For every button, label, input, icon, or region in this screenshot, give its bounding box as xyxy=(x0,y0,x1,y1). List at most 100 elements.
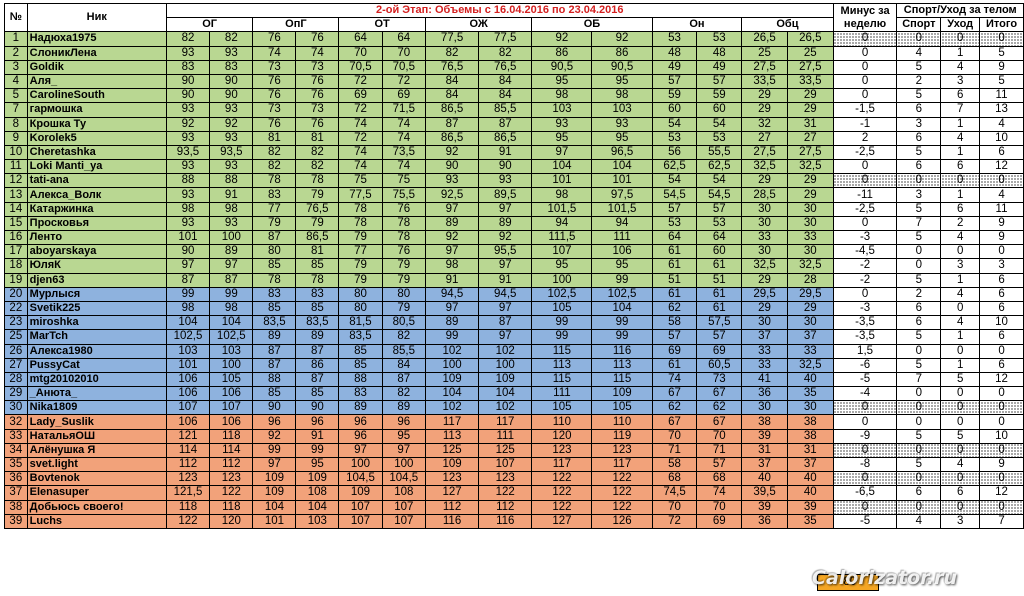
measurement-cell: 39,5 xyxy=(741,485,788,501)
measurement-cell: 81 xyxy=(295,130,340,146)
measurement-cell: 69 xyxy=(381,88,426,104)
measurement-cell: 98 xyxy=(165,201,211,217)
measurement-cell: 102,5 xyxy=(209,329,254,345)
measurement-cell: 117 xyxy=(424,414,480,430)
measurement-cell: 120 xyxy=(531,428,593,444)
measurement-cell: 67 xyxy=(696,386,743,402)
measurement-cell: 101 xyxy=(531,173,593,189)
sport-cell: 0 xyxy=(896,442,942,459)
measurement-cell: 74 xyxy=(338,144,383,161)
measurement-cell: 70 xyxy=(381,45,426,61)
measurement-cell: 57,5 xyxy=(696,315,743,331)
table-row: 16 Ленто 101 100 87 86,5 79 78 92 92 111,5 111 64 64 3… xyxy=(4,229,1024,246)
measurement-cell: 109 xyxy=(252,471,297,487)
measurement-cell: 95 xyxy=(591,73,653,90)
measurement-cell: 99 xyxy=(165,286,211,302)
measurement-cell: 70,5 xyxy=(381,59,426,75)
measurement-cell: 82 xyxy=(252,144,297,161)
table-row: 7 гармошка 93 93 73 73 72 71,5 86,5 85,5 103 103 60 6… xyxy=(4,102,1024,118)
measurement-cell: 32 xyxy=(741,116,788,132)
results-table: № Ник 2-ой Этап: Объемы с 16.04.2016 по … xyxy=(4,2,1024,529)
measurement-cell: 73 xyxy=(295,102,340,118)
care-cell: 0 xyxy=(940,244,981,260)
measurement-cell: 91 xyxy=(424,272,480,288)
measurement-cell: 90 xyxy=(209,88,254,104)
measurement-cell: 118 xyxy=(165,499,211,515)
measurement-cell: 57 xyxy=(696,329,743,345)
measurement-cell: 35 xyxy=(786,386,834,402)
measurement-cell: 76 xyxy=(252,88,297,104)
total-cell: 3 xyxy=(979,258,1024,274)
measurement-cell: 61 xyxy=(651,286,698,302)
minus-cell: 0 xyxy=(832,471,898,487)
measurement-cell: 87 xyxy=(478,116,533,132)
measurement-cell: 86 xyxy=(531,45,593,61)
measurement-cell: 109 xyxy=(295,471,340,487)
measurement-cell: 78 xyxy=(252,173,297,189)
measurement-cell: 82 xyxy=(295,159,340,175)
measurement-cell: 92,5 xyxy=(424,187,480,203)
row-nick: _Анюта_ xyxy=(26,386,167,402)
measurement-cell: 71 xyxy=(651,442,698,459)
table-row: 11 Loki Manti_ya 93 93 82 82 74 74 90 90 104 104 62,… xyxy=(4,159,1024,175)
measurement-cell: 87 xyxy=(252,343,297,359)
measurement-cell: 93,5 xyxy=(209,144,254,161)
measurement-cell: 72 xyxy=(381,73,426,90)
minus-cell: 0 xyxy=(832,31,898,47)
measurement-cell: 69 xyxy=(696,343,743,359)
measurement-cell: 29,5 xyxy=(786,286,834,302)
measurement-cell: 33 xyxy=(741,229,788,246)
table-row: 9 Korolek5 93 93 81 81 72 74 86,5 86,5 95 95 53 53 27 2… xyxy=(4,130,1024,146)
row-number: 33 xyxy=(4,428,28,444)
measurement-cell: 26,5 xyxy=(786,31,834,47)
row-number: 25 xyxy=(4,329,28,345)
measurement-cell: 87 xyxy=(252,229,297,246)
sport-cell: 5 xyxy=(896,357,942,373)
measurement-cell: 127 xyxy=(424,485,480,501)
measurement-cell: 25 xyxy=(786,45,834,61)
measurement-cell: 99 xyxy=(424,329,480,345)
total-cell: 5 xyxy=(979,45,1024,61)
measurement-cell: 122 xyxy=(531,485,593,501)
measurement-cell: 87 xyxy=(165,272,211,288)
total-cell: 12 xyxy=(979,159,1024,175)
measurement-cell: 82 xyxy=(209,31,254,47)
row-nick: aboyarskaya xyxy=(26,244,167,260)
care-cell: 3 xyxy=(940,513,981,529)
care-cell: 0 xyxy=(940,499,981,515)
measurement-cell: 30 xyxy=(786,215,834,232)
measurement-cell: 93 xyxy=(165,215,211,232)
measurement-cell: 99 xyxy=(591,329,653,345)
measurement-cell: 82 xyxy=(165,31,211,47)
measurement-cell: 61 xyxy=(696,286,743,302)
table-row: 26 Алекса1980 103 103 87 87 85 85,5 102 102 115 116… xyxy=(4,343,1024,359)
measurement-cell: 85 xyxy=(338,357,383,373)
measurement-cell: 77 xyxy=(252,201,297,217)
measurement-cell: 106 xyxy=(165,414,211,430)
measurement-cell: 104 xyxy=(209,315,254,331)
measurement-cell: 97 xyxy=(165,258,211,274)
row-nick: Алекса1980 xyxy=(26,343,167,359)
care-cell: 7 xyxy=(940,102,981,118)
header-col-opg: ОпГ xyxy=(252,17,340,33)
measurement-cell: 74 xyxy=(381,116,426,132)
measurement-cell: 28,5 xyxy=(741,187,788,203)
measurement-cell: 79 xyxy=(381,272,426,288)
sport-cell: 0 xyxy=(896,386,942,402)
measurement-cell: 103 xyxy=(295,513,340,529)
row-nick: Мурлыся xyxy=(26,286,167,302)
measurement-cell: 40 xyxy=(786,471,834,487)
row-number: 10 xyxy=(4,144,28,161)
measurement-cell: 122 xyxy=(591,471,653,487)
measurement-cell: 105 xyxy=(591,400,653,416)
row-nick: Крошка Ту xyxy=(26,116,167,132)
measurement-cell: 100 xyxy=(531,272,593,288)
row-number: 34 xyxy=(4,442,28,459)
measurement-cell: 86,5 xyxy=(295,229,340,246)
measurement-cell: 59 xyxy=(696,88,743,104)
measurement-cell: 79 xyxy=(381,300,426,317)
measurement-cell: 37 xyxy=(741,329,788,345)
measurement-cell: 30 xyxy=(741,400,788,416)
measurement-cell: 89 xyxy=(252,329,297,345)
sport-cell: 0 xyxy=(896,343,942,359)
